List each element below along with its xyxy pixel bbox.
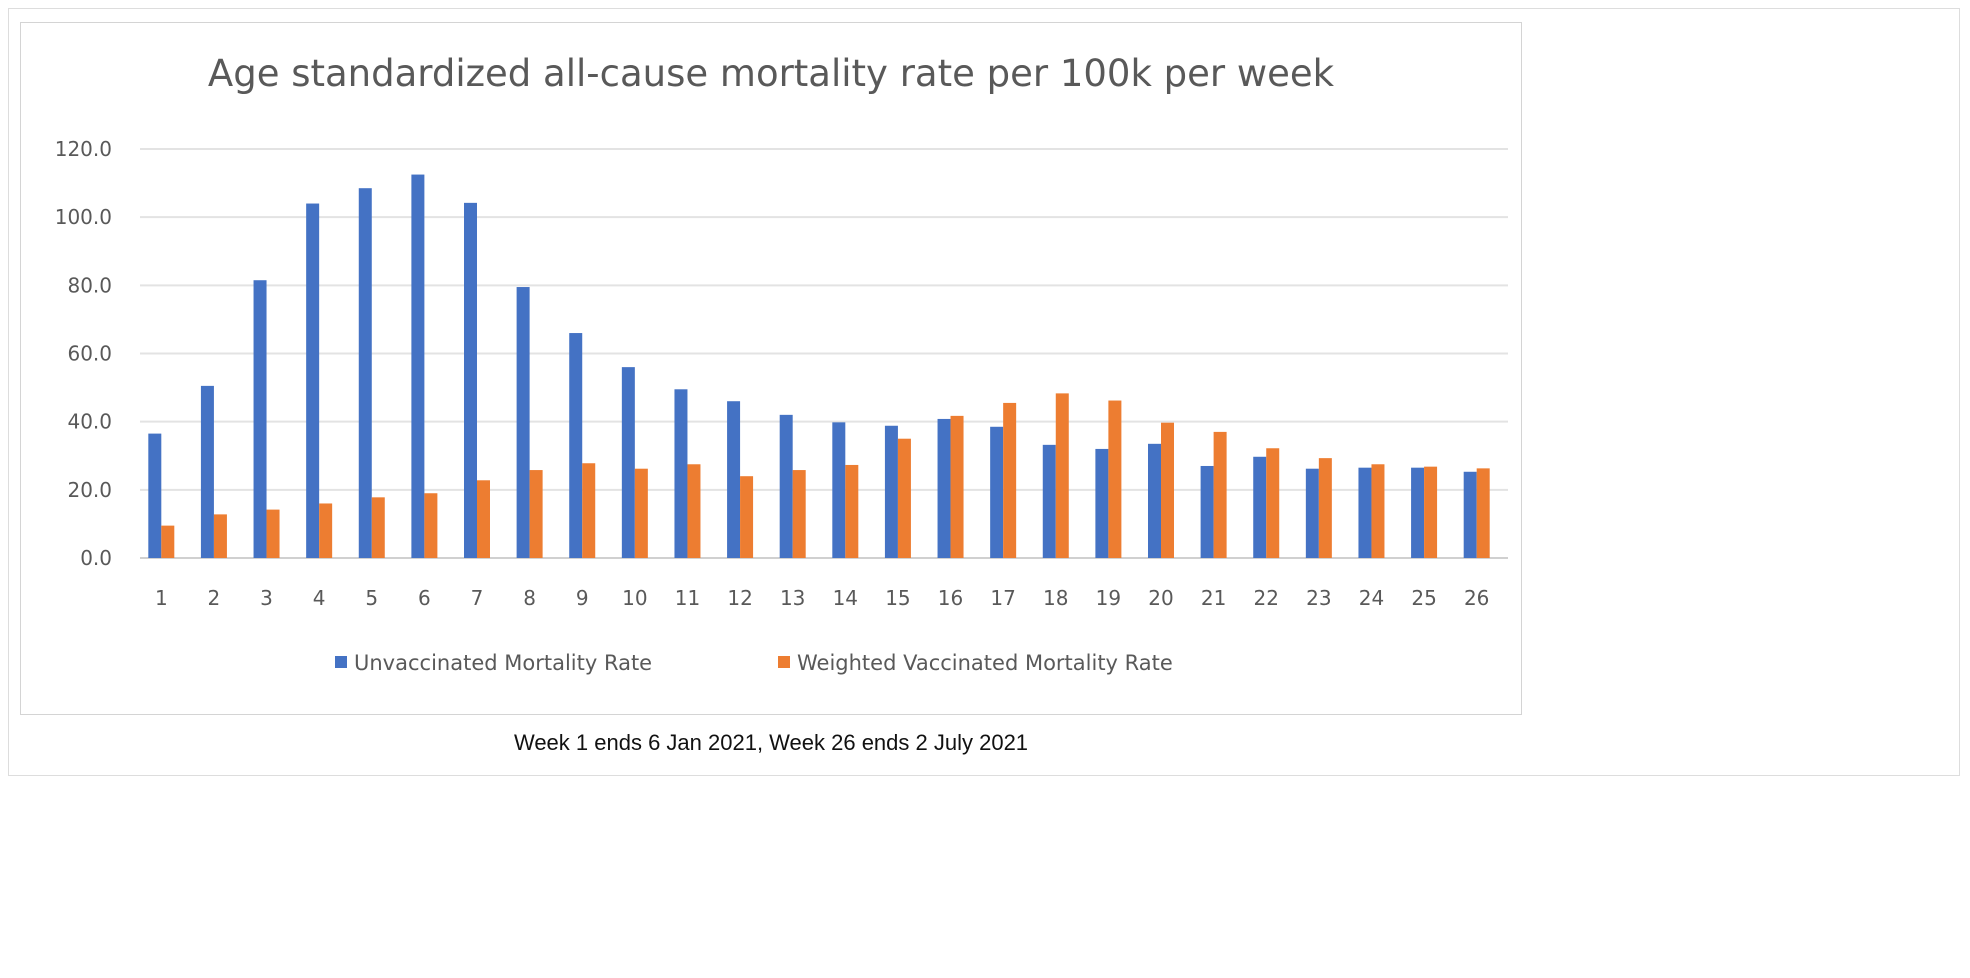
x-tick-label: 21 [1201, 586, 1226, 610]
bar-vaccinated-week-16 [950, 415, 964, 558]
x-tick-label: 9 [576, 586, 589, 610]
bar-vaccinated-week-8 [529, 470, 543, 558]
bar-vaccinated-week-23 [1318, 458, 1332, 558]
x-tick-label: 6 [418, 586, 431, 610]
bar-unvaccinated-week-21 [1200, 465, 1214, 558]
bar-unvaccinated-week-13 [779, 414, 793, 558]
bar-vaccinated-week-13 [792, 470, 806, 558]
bar-unvaccinated-week-2 [200, 385, 214, 558]
x-tick-label: 23 [1306, 586, 1331, 610]
legend-swatch-0 [335, 656, 347, 668]
x-tick-label: 3 [260, 586, 273, 610]
x-tick-label: 8 [523, 586, 536, 610]
legend-swatch-1 [778, 656, 790, 668]
x-tick-label: 14 [833, 586, 858, 610]
x-tick-label: 1 [155, 586, 168, 610]
x-tick-label: 10 [622, 586, 647, 610]
x-tick-label: 20 [1148, 586, 1173, 610]
x-tick-label: 25 [1411, 586, 1436, 610]
bar-vaccinated-week-6 [424, 493, 438, 558]
bar-vaccinated-week-5 [371, 497, 385, 558]
bar-unvaccinated-week-15 [884, 425, 898, 558]
bar-vaccinated-week-14 [845, 464, 859, 558]
bar-unvaccinated-week-5 [358, 188, 372, 558]
bar-vaccinated-week-12 [740, 476, 754, 558]
bar-unvaccinated-week-19 [1095, 448, 1109, 558]
bar-unvaccinated-week-9 [569, 333, 583, 558]
bar-unvaccinated-week-10 [621, 367, 635, 558]
bar-unvaccinated-week-25 [1411, 467, 1425, 558]
bar-vaccinated-week-4 [319, 503, 333, 558]
x-tick-label: 11 [675, 586, 700, 610]
bar-unvaccinated-week-11 [674, 389, 688, 558]
bar-unvaccinated-week-8 [516, 287, 530, 558]
figure-frame [8, 8, 1960, 776]
bar-vaccinated-week-19 [1108, 400, 1122, 558]
bar-vaccinated-week-21 [1213, 431, 1227, 558]
bar-vaccinated-week-3 [266, 509, 280, 558]
bar-vaccinated-week-1 [161, 525, 175, 558]
bar-unvaccinated-week-20 [1148, 443, 1161, 558]
y-tick-label: 100.0 [55, 205, 112, 229]
x-tick-label: 18 [1043, 586, 1068, 610]
bar-vaccinated-week-20 [1161, 422, 1174, 558]
bar-vaccinated-week-22 [1266, 448, 1280, 558]
x-tick-label: 7 [471, 586, 484, 610]
x-tick-label: 4 [313, 586, 326, 610]
bar-vaccinated-week-2 [213, 514, 227, 558]
legend-label: Weighted Vaccinated Mortality Rate [797, 651, 1173, 675]
y-tick-label: 20.0 [67, 478, 112, 502]
bar-vaccinated-week-17 [1003, 402, 1017, 558]
x-tick-label: 17 [990, 586, 1015, 610]
y-tick-label: 80.0 [67, 273, 112, 297]
bar-vaccinated-week-26 [1476, 468, 1490, 558]
bar-unvaccinated-week-1 [148, 433, 162, 558]
x-tick-label: 19 [1096, 586, 1121, 610]
x-tick-label: 16 [938, 586, 963, 610]
x-tick-label: 26 [1464, 586, 1489, 610]
bar-vaccinated-week-7 [477, 480, 490, 558]
bar-vaccinated-week-10 [634, 468, 648, 558]
x-tick-label: 15 [885, 586, 910, 610]
y-tick-label: 60.0 [67, 342, 112, 366]
x-tick-label: 5 [365, 586, 378, 610]
y-tick-label: 40.0 [67, 410, 112, 434]
y-tick-label: 120.0 [55, 137, 112, 161]
bar-vaccinated-week-25 [1424, 466, 1438, 558]
bar-vaccinated-week-15 [897, 438, 911, 558]
x-tick-label: 24 [1359, 586, 1384, 610]
x-tick-label: 12 [727, 586, 752, 610]
x-tick-label: 2 [208, 586, 221, 610]
bar-unvaccinated-week-3 [253, 280, 267, 558]
chart-title: Age standardized all-cause mortality rat… [207, 52, 1335, 95]
bar-vaccinated-week-11 [687, 464, 701, 558]
bar-unvaccinated-week-22 [1253, 456, 1267, 558]
bar-unvaccinated-week-7 [464, 202, 477, 558]
chart-area [20, 22, 1522, 715]
bar-unvaccinated-week-23 [1305, 468, 1319, 558]
bar-vaccinated-week-9 [582, 463, 596, 558]
bar-unvaccinated-week-14 [832, 422, 846, 558]
bar-unvaccinated-week-24 [1358, 467, 1372, 558]
x-tick-label: 13 [780, 586, 805, 610]
bar-vaccinated-week-18 [1055, 393, 1069, 558]
x-tick-label: 22 [1254, 586, 1279, 610]
bar-unvaccinated-week-26 [1463, 471, 1477, 558]
legend-label: Unvaccinated Mortality Rate [354, 651, 652, 675]
bar-unvaccinated-week-6 [411, 174, 425, 558]
bar-vaccinated-week-24 [1371, 464, 1385, 558]
bar-unvaccinated-week-4 [306, 203, 320, 559]
bar-unvaccinated-week-12 [727, 401, 741, 558]
bar-unvaccinated-week-16 [937, 418, 951, 558]
y-tick-label: 0.0 [80, 546, 112, 570]
bar-unvaccinated-week-17 [990, 426, 1004, 558]
chart-caption: Week 1 ends 6 Jan 2021, Week 26 ends 2 J… [513, 730, 1029, 755]
bar-unvaccinated-week-18 [1042, 444, 1056, 558]
